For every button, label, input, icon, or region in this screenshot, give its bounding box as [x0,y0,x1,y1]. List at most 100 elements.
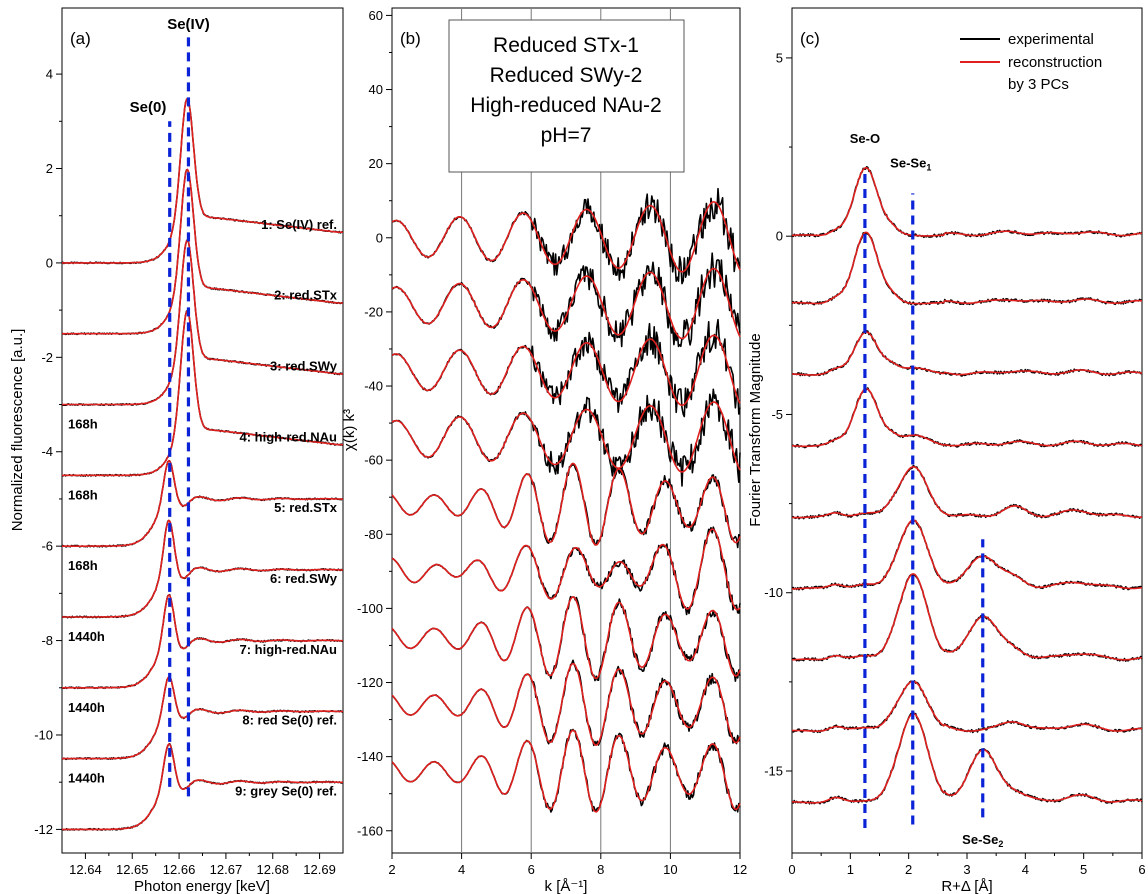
se-se2-marker-label: Se-Se2 [962,832,1003,849]
y-tick-label: -8 [41,633,53,648]
ft-reconstruction-curve [791,167,1143,237]
y-tick-label: -5 [771,407,783,422]
y-tick-label: -2 [41,350,53,365]
xanes-reconstruction-curve [62,239,343,406]
x-tick-label: 10 [663,862,677,877]
se-iv-marker-label: Se(IV) [167,16,210,33]
spectrum-label: 6: red.SWy [270,571,338,586]
spectrum-label: 4: high-red.NAu [240,429,338,444]
x-tick-label: 6 [528,862,535,877]
x-tick-label: 1 [847,862,854,877]
info-box: Reduced STx-1 Reduced SWy-2 High-reduced… [448,19,685,173]
x-tick-label: 12.69 [303,862,336,877]
legend-reconstruction-label: reconstruction [1008,54,1102,71]
y-tick-label: 0 [46,255,53,270]
y-tick-label: 40 [369,82,383,97]
se-se1-marker-label: Se-Se1 [890,156,931,173]
y-tick-label: -10 [764,585,783,600]
xanes-experimental-curve [61,519,344,619]
spectrum-label: 2: red.STx [274,288,338,303]
spectrum-label: 7: high-red.NAu [240,642,338,657]
x-tick-label: 12.66 [163,862,196,877]
ft-reconstruction-curve [792,466,1142,519]
info-line-4: pH=7 [541,124,592,147]
chi-reconstruction-curve [391,401,741,473]
xanes-reconstruction-curve [62,594,343,689]
legend-reconstruction-label-2: by 3 PCs [1008,76,1069,93]
y-tick-label: -160 [357,823,383,838]
info-line-2: Reduced SWy-2 [490,64,643,87]
panel-b-ylabel: χ(k) k³ [341,409,358,451]
ft-experimental-curve [791,464,1142,520]
chi-experimental-curve [391,463,741,549]
panel-c-ylabel: Fourier Transform Magnitude [747,333,764,526]
panel-a-plot: 12.64 12.65 12.66 12.67 12.68 12.69 4 2 0 -2 -4 -6 -… [34,16,344,877]
xanes-reconstruction-curve [62,676,343,760]
xanes-experimental-curve [61,97,344,265]
legend: experimental reconstruction by 3 PCs [960,31,1102,93]
time-label: 168h [68,558,98,573]
ft-reconstruction-curve [792,331,1143,376]
y-tick-label: -120 [357,675,383,690]
xanes-reconstruction-curve [62,168,343,335]
panel-b-frame [391,7,741,854]
chi-reconstruction-curve [391,729,741,813]
panel-b-label: (b) [400,29,421,48]
y-tick-label: -4 [41,444,53,459]
x-tick-label: 5 [1080,862,1087,877]
chi-reconstruction-curve [391,334,741,406]
x-tick-label: 2 [388,862,395,877]
y-tick-label: 20 [369,156,383,171]
chi-reconstruction-curve [391,201,741,273]
se-o-marker-label: Se-O [850,131,880,146]
xanes-experimental-curve [61,169,344,336]
info-line-3: High-reduced NAu-2 [470,94,661,117]
spectrum-label: 1: Se(IV) ref. [261,217,337,232]
ft-reconstruction-curve [792,712,1143,804]
x-tick-label: 8 [597,862,604,877]
ft-experimental-curve [791,166,1143,239]
xanes-reconstruction-curve [62,459,343,547]
chi-reconstruction-curve [391,267,741,340]
y-tick-label: -40 [364,379,383,394]
xanes-reconstruction-curve [62,97,343,264]
xanes-experimental-curve [61,310,344,477]
ft-reconstruction-curve [791,387,1143,448]
x-tick-label: 12.65 [116,862,149,877]
ft-experimental-curve [791,518,1143,591]
y-tick-label: -12 [34,822,53,837]
chi-reconstruction-curve [391,596,741,680]
ft-reconstruction-curve [792,573,1143,661]
chi-reconstruction-curve [391,662,741,746]
spectrum-label: 5: red.STx [274,500,338,515]
y-tick-label: 5 [776,50,783,65]
x-tick-label: 0 [788,862,795,877]
ft-experimental-curve [791,387,1143,449]
y-tick-label: -80 [364,527,383,542]
panel-a-xlabel: Photon energy [keV] [134,878,270,894]
panel-a-ylabel: Normalized fluorescence [a.u.] [9,329,26,532]
x-tick-label: 6 [1138,862,1145,877]
panel-c-plot: 0 1 2 3 4 5 6 5 0 -5 -10 -15 Se-O Se-Se1 Se-Se2 [764,50,1145,877]
y-tick-label: -100 [357,601,383,616]
panel-c-label: (c) [800,29,820,48]
ft-experimental-curve [791,712,1143,805]
ft-reconstruction-curve [792,519,1143,590]
x-tick-label: 12.64 [69,862,102,877]
x-tick-label: 12.67 [210,862,243,877]
y-tick-label: -10 [34,727,53,742]
x-tick-label: 3 [963,862,970,877]
time-label: 168h [68,487,98,502]
y-tick-label: -20 [364,304,383,319]
panel-a-label: (a) [70,29,91,48]
time-label: 1440h [68,629,105,644]
panel-c-frame [791,7,1143,854]
legend-experimental-label: experimental [1008,31,1094,48]
ft-reconstruction-curve [791,680,1142,732]
time-label: 1440h [68,771,105,786]
xanes-reconstruction-curve [62,743,344,831]
time-label: 168h [68,417,98,432]
spectrum-label: 9: grey Se(0) ref. [235,783,337,798]
y-tick-label: 0 [776,229,783,244]
y-tick-label: 2 [46,161,53,176]
